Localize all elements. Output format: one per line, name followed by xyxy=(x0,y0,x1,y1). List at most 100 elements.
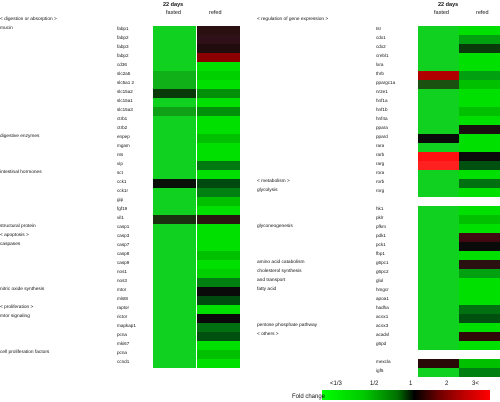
heatmap-cell-refed xyxy=(197,179,240,188)
gene-label: casp3 xyxy=(117,233,130,238)
heatmap-cell-refed xyxy=(197,44,240,53)
heatmap-cell-refed xyxy=(459,125,500,134)
gene-label: mki67 xyxy=(117,341,130,346)
gene-label: fabp2 xyxy=(117,53,129,58)
heatmap-cell-fasted xyxy=(153,152,196,161)
heatmap-cell-fasted xyxy=(153,305,196,314)
heatmap-cell-refed xyxy=(197,359,240,368)
heatmap-cell-fasted xyxy=(418,269,459,278)
heatmap-cell-fasted xyxy=(418,80,459,89)
heatmap-cell-fasted xyxy=(153,26,196,35)
gene-label: lxra xyxy=(376,62,384,67)
heatmap-cell-fasted xyxy=(418,260,459,269)
gene-label: ppargc1a xyxy=(376,80,396,85)
heatmap-cell-fasted xyxy=(418,44,459,53)
gene-label: ctrb1 xyxy=(117,116,128,121)
heatmap-cell-fasted xyxy=(153,206,196,215)
gene-label: acox3 xyxy=(376,323,389,328)
heatmap-cell-refed xyxy=(197,215,240,224)
heatmap-cell-refed xyxy=(197,341,240,350)
gene-label: casp8 xyxy=(117,251,130,256)
heatmap-cell-refed xyxy=(459,152,500,161)
category-label: < proliferation > xyxy=(0,305,34,310)
heatmap-cell-fasted xyxy=(153,116,196,125)
heatmap-cell-refed xyxy=(459,53,500,62)
heatmap-cell-fasted xyxy=(418,233,459,242)
heatmap-cell-fasted xyxy=(153,350,196,359)
heatmap-cell-fasted xyxy=(153,125,196,134)
gene-label: gip xyxy=(117,197,124,202)
heatmap-cell-refed xyxy=(459,278,500,287)
heatmap-cell-fasted xyxy=(153,359,196,368)
heatmap-cell-refed xyxy=(197,62,240,71)
heatmap-cell-fasted xyxy=(418,143,459,152)
category-label: cell proliferation factors xyxy=(0,350,50,355)
gene-label: slc15a3 xyxy=(117,107,133,112)
heatmap-cell-fasted xyxy=(418,188,459,197)
heatmap-cell-refed xyxy=(197,260,240,269)
heatmap-cell-fasted xyxy=(153,179,196,188)
gene-label: pcna xyxy=(117,332,127,337)
heatmap-cell-refed xyxy=(197,35,240,44)
category-label: < regulation of gene expression > xyxy=(257,17,329,22)
heatmap-cell-refed xyxy=(459,107,500,116)
gene-label: rictor xyxy=(117,314,128,319)
heatmap-cell-refed xyxy=(459,368,500,377)
heatmap-cell-refed xyxy=(459,332,500,341)
heatmap-cell-refed xyxy=(459,287,500,296)
heatmap-cell-fasted xyxy=(418,305,459,314)
heatmap-cell-refed xyxy=(459,179,500,188)
gene-label: cdx2 xyxy=(376,44,386,49)
category-label: fatty acid xyxy=(257,287,277,292)
gene-label: fbp1 xyxy=(376,251,385,256)
gene-label: ppara xyxy=(376,125,388,130)
gene-label: hnf1a xyxy=(376,98,388,103)
heatmap-cell-refed xyxy=(459,161,500,170)
gene-label: cck1r xyxy=(117,188,128,193)
heatmap-cell-refed xyxy=(459,314,500,323)
heatmap-cell-refed xyxy=(197,134,240,143)
gene-label: rarg xyxy=(376,161,385,166)
heatmap-cell-fasted xyxy=(153,224,196,233)
heatmap-cell-fasted xyxy=(418,179,459,188)
heatmap-cell-refed xyxy=(197,80,240,89)
heatmap-cell-refed xyxy=(197,269,240,278)
gene-label: acox1 xyxy=(376,314,389,319)
heatmap-cell-refed xyxy=(459,224,500,233)
heatmap-cell-refed xyxy=(197,188,240,197)
gene-label: casp1 xyxy=(117,224,130,229)
heatmap-cell-refed xyxy=(459,143,500,152)
gene-label: pfkm xyxy=(376,224,386,229)
category-label: digestive enzymes xyxy=(0,134,40,139)
gene-label: raptor xyxy=(117,305,130,310)
gene-label: mlst8 xyxy=(117,296,128,301)
heatmap-cell-fasted xyxy=(153,161,196,170)
category-label: mucin xyxy=(0,26,13,31)
scale-label-half: 1/2 xyxy=(370,381,379,387)
heatmap-cell-fasted xyxy=(418,35,459,44)
fold-change-scale-bar xyxy=(322,390,490,400)
gene-label: hnf4a xyxy=(376,116,388,121)
gene-label: fabp1 xyxy=(117,26,129,31)
heatmap-cell-fasted xyxy=(153,35,196,44)
heatmap-cell-fasted xyxy=(418,98,459,107)
heatmap-cell-fasted xyxy=(418,125,459,134)
right-header-title: 22 days xyxy=(438,2,459,8)
heatmap-cell-refed xyxy=(197,71,240,80)
heatmap-cell-fasted xyxy=(418,251,459,260)
heatmap-cell-refed xyxy=(197,197,240,206)
category-label: amino acid catabolism xyxy=(257,260,305,265)
heatmap-cell-fasted xyxy=(153,170,196,179)
gene-label: rorg xyxy=(376,188,385,193)
gene-label: igf5 xyxy=(376,368,384,373)
heatmap-cell-fasted xyxy=(418,296,459,305)
gene-label: nts xyxy=(117,152,124,157)
heatmap-cell-refed xyxy=(459,242,500,251)
gene-label: enpep xyxy=(117,134,130,139)
heatmap-cell-refed xyxy=(459,260,500,269)
heatmap-cell-refed xyxy=(459,89,500,98)
left-col-refed: refed xyxy=(209,10,222,16)
category-label: cholesterol synthesis xyxy=(257,269,302,274)
heatmap-cell-refed xyxy=(459,35,500,44)
heatmap-cell-refed xyxy=(197,98,240,107)
